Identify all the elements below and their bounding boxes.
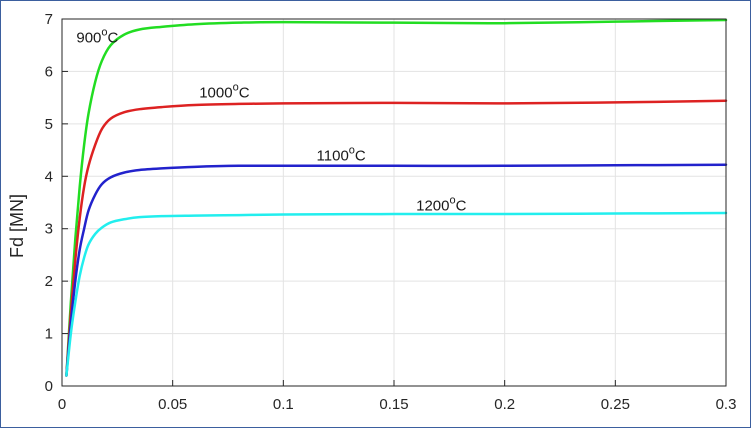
x-tick-label: 0 xyxy=(58,396,66,413)
tick-group: 0 0.05 0.1 0.15 0.2 0.25 0.3 0 1 2 3 4 5 6 7 xyxy=(45,11,737,413)
grid xyxy=(61,18,727,387)
series-line-900 xyxy=(65,18,728,377)
series-group xyxy=(65,18,728,377)
series-line-1000 xyxy=(65,99,728,377)
y-axis-label: Fd [MN] xyxy=(7,194,27,258)
y-tick-label: 7 xyxy=(45,11,53,28)
x-tick-label: 0.15 xyxy=(379,396,408,413)
series-label-1000: 1000oC xyxy=(199,82,250,102)
x-tick-label: 0.3 xyxy=(716,396,737,413)
x-tick-label: 0.2 xyxy=(494,396,515,413)
x-tick-label: 0.25 xyxy=(601,396,630,413)
series-label-1100: 1100oC xyxy=(317,145,366,165)
y-tick-label: 4 xyxy=(45,168,53,185)
y-tick-label: 6 xyxy=(45,63,53,80)
label-group: 900oC 1000oC 1100oC 1200oC xyxy=(76,27,466,215)
x-tick-label: 0.05 xyxy=(158,396,187,413)
series-line-1100 xyxy=(65,163,728,377)
series-label-900: 900oC xyxy=(76,27,118,47)
y-tick-label: 0 xyxy=(45,378,53,395)
series-line-1200 xyxy=(65,211,728,377)
y-tick-label: 3 xyxy=(45,221,53,238)
y-tick-label: 5 xyxy=(45,116,53,133)
x-tick-label: 0.1 xyxy=(273,396,294,413)
y-tick-label: 1 xyxy=(45,326,53,343)
series-label-1200: 1200oC xyxy=(416,194,467,214)
y-tick-label: 2 xyxy=(45,273,53,290)
